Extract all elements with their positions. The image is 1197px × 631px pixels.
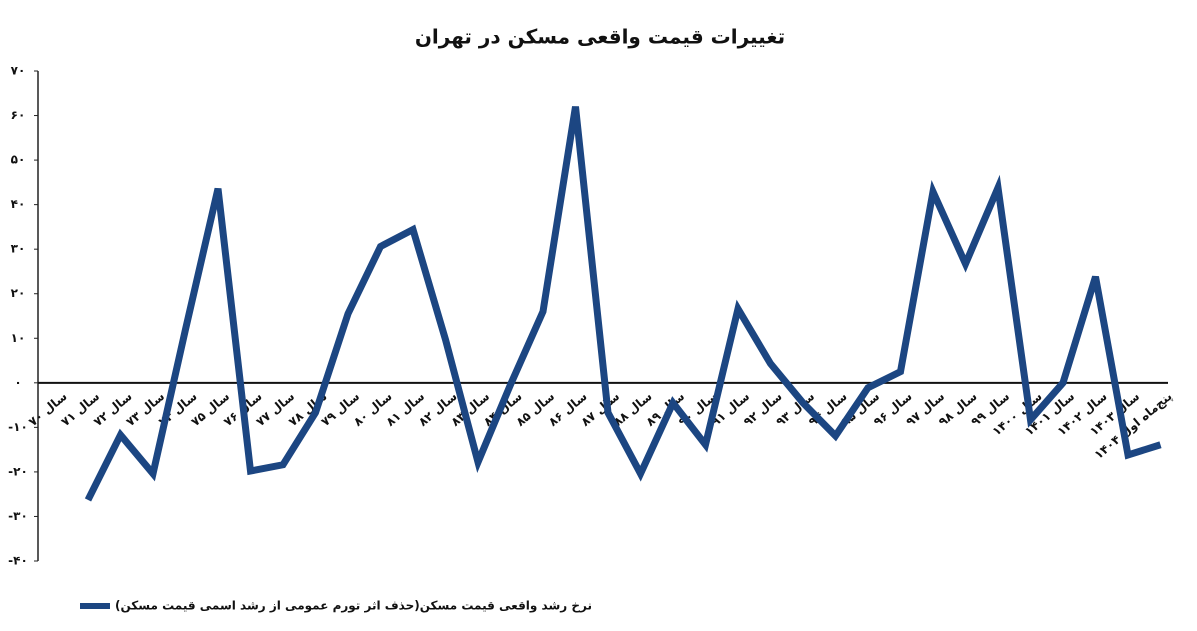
y-tick-label: ۳۰ [11, 242, 26, 256]
y-tick-label: ۴۰ [11, 197, 26, 211]
legend-label: نرخ رشد واقعی قیمت مسکن(حذف اثر تورم عمو… [115, 599, 592, 614]
y-tick-label: ۲۰ [11, 286, 26, 300]
data-line [84, 106, 1162, 502]
y-tick-label: -۳۰ [8, 509, 28, 523]
y-tick-label: ۷۰ [11, 64, 26, 78]
y-tick-label: ۵۰ [11, 153, 26, 167]
y-tick-label: -۱۰ [8, 420, 28, 434]
y-tick-label: ۱۰ [11, 331, 26, 345]
chart-title: تغییرات قیمت واقعی مسکن در تهران [415, 25, 785, 49]
y-tick-label: ۰ [14, 375, 21, 389]
y-tick-label: -۲۰ [8, 464, 28, 478]
y-tick-label: -۴۰ [8, 554, 28, 568]
y-tick-label: ۶۰ [11, 108, 26, 122]
